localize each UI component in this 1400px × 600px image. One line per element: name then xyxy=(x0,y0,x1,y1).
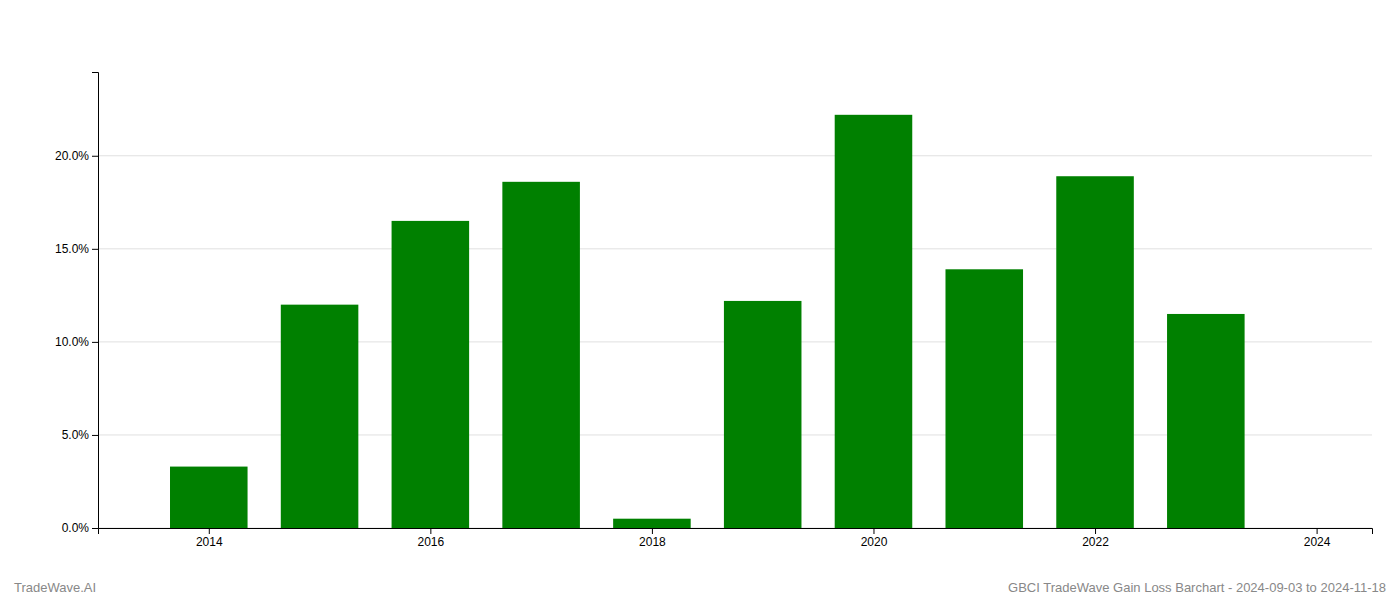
x-tick-mark xyxy=(209,528,210,534)
bar xyxy=(502,182,580,528)
y-tick-mark xyxy=(92,156,98,157)
y-tick-label: 10.0% xyxy=(55,335,89,349)
y-tick-mark xyxy=(92,435,98,436)
y-tick-label: 20.0% xyxy=(55,149,89,163)
bar xyxy=(170,467,248,528)
x-tick-label: 2024 xyxy=(1304,535,1331,549)
y-tick-mark xyxy=(92,249,98,250)
x-tick: 2020 xyxy=(861,528,888,549)
x-tick-mark xyxy=(1317,528,1318,534)
bar xyxy=(945,269,1023,528)
grid-line xyxy=(98,155,1372,156)
y-tick: 5.0% xyxy=(62,428,98,442)
x-tick: 2024 xyxy=(1304,528,1331,549)
y-tick-label: 0.0% xyxy=(62,521,90,535)
x-tick-label: 2014 xyxy=(196,535,223,549)
y-axis-line xyxy=(92,73,99,529)
x-tick-mark xyxy=(652,528,653,534)
y-tick-mark xyxy=(92,528,98,529)
y-axis: 0.0% 5.0% 10.0% 15.0% 20.0% xyxy=(55,73,99,536)
bar xyxy=(392,221,470,528)
plot-area xyxy=(170,115,1245,528)
y-tick-label: 5.0% xyxy=(62,428,90,442)
x-tick: 2014 xyxy=(196,528,223,549)
y-tick: 0.0% xyxy=(62,521,98,535)
bar xyxy=(1056,176,1134,528)
x-tick-label: 2016 xyxy=(417,535,444,549)
grid-line xyxy=(98,248,1372,249)
x-tick-mark xyxy=(873,528,874,534)
x-tick: 2016 xyxy=(417,528,444,549)
grid xyxy=(98,156,1372,528)
y-tick-label: 15.0% xyxy=(55,242,89,256)
x-tick-mark xyxy=(1095,528,1096,534)
chart-svg: 2014 2016 2018 2020 2022 2024 0.0% 5.0% 10.0% 15.… xyxy=(0,0,1400,600)
footer: TradeWave.AI GBCI TradeWave Gain Loss Bar… xyxy=(14,580,1386,595)
x-tick-label: 2018 xyxy=(639,535,666,549)
y-tick-mark xyxy=(92,342,98,343)
footer-text: TradeWave.AI xyxy=(14,580,96,595)
bar xyxy=(281,305,359,528)
y-tick: 10.0% xyxy=(55,335,98,349)
y-tick: 20.0% xyxy=(55,149,98,163)
bar xyxy=(613,519,691,528)
x-tick-label: 2020 xyxy=(861,535,888,549)
x-axis: 2014 2016 2018 2020 2022 2024 xyxy=(99,528,1373,549)
x-tick: 2018 xyxy=(639,528,666,549)
chart-container: 2014 2016 2018 2020 2022 2024 0.0% 5.0% 10.0% 15.… xyxy=(0,0,1400,600)
x-axis-line xyxy=(99,529,1373,535)
footer-text: GBCI TradeWave Gain Loss Barchart - 2024… xyxy=(1008,580,1386,595)
x-tick: 2022 xyxy=(1082,528,1109,549)
x-tick-label: 2022 xyxy=(1082,535,1109,549)
x-tick-mark xyxy=(430,528,431,534)
bar xyxy=(835,115,913,528)
bar xyxy=(724,301,802,528)
bar xyxy=(1167,314,1245,528)
y-tick: 15.0% xyxy=(55,242,98,256)
